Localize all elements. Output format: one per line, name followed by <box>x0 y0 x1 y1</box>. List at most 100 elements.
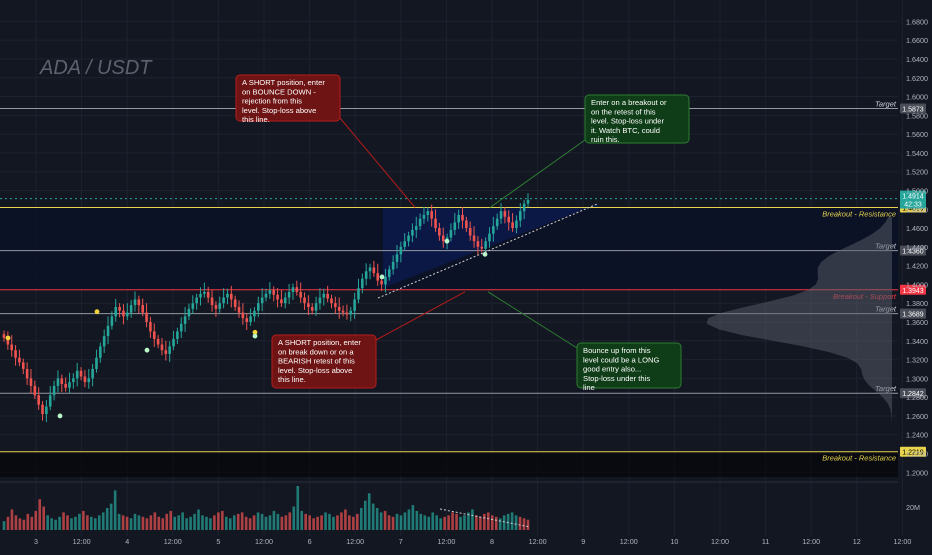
candle-body <box>515 220 518 229</box>
signal-dot-yellow <box>5 335 11 341</box>
candle-body <box>83 376 87 383</box>
volume-bar <box>205 516 208 530</box>
candle-body <box>503 211 507 217</box>
volume-bar <box>213 515 216 530</box>
note-text-short_bottom: A SHORT position, enter on break down or … <box>278 338 361 384</box>
note-pointer-short_bottom <box>375 291 466 341</box>
candle-body <box>56 378 60 386</box>
volume-bar <box>18 518 22 530</box>
volume-bar <box>201 515 204 530</box>
candle-body <box>334 303 337 307</box>
candle-body <box>75 370 79 379</box>
candle-body <box>60 378 64 384</box>
volume-bar <box>94 518 97 530</box>
candle-body <box>364 271 368 279</box>
candle-body <box>6 337 10 345</box>
candle-body <box>210 297 214 306</box>
level-price-tag-target-lower: 1.3689 <box>902 312 924 319</box>
candle-body <box>484 241 487 249</box>
note-box-short_bottom <box>271 334 377 389</box>
time-tick: 12:00 <box>73 537 91 546</box>
candle-body <box>41 404 44 415</box>
candle-body <box>384 276 387 285</box>
volume-bar <box>105 508 109 530</box>
price-tick: 1.6400 <box>906 55 928 64</box>
volume-bar <box>463 515 466 530</box>
volume-profile-shape <box>706 216 892 426</box>
candle-body <box>430 211 433 219</box>
volume-bar <box>379 512 383 530</box>
volume-bar <box>34 510 38 530</box>
volume-bar <box>288 512 292 530</box>
candle-body <box>10 344 14 351</box>
level-label-target-top: Target <box>875 99 897 108</box>
candle-body <box>480 246 484 249</box>
lower-dark-zone <box>0 451 898 477</box>
price-tick: 1.4000 <box>906 280 928 289</box>
candle-body <box>129 305 133 313</box>
volume-bar <box>336 515 339 530</box>
time-tick: 4 <box>125 537 129 546</box>
volume-profile <box>706 216 892 426</box>
candle-body <box>318 297 322 304</box>
volume-bar <box>359 508 363 530</box>
price-tick: 1.2600 <box>906 412 928 421</box>
time-tick: 12:00 <box>346 537 364 546</box>
volume-bar <box>304 513 307 530</box>
candle-body <box>395 254 399 262</box>
time-tick: 12:00 <box>620 537 638 546</box>
note-pointer-short_top <box>339 117 416 208</box>
volume-bar <box>97 515 101 530</box>
candle-body <box>295 287 299 292</box>
candle-body <box>125 312 129 317</box>
candle-body <box>218 303 222 309</box>
volume-bar <box>514 515 518 530</box>
candle-body <box>399 246 403 255</box>
candle-body <box>287 291 291 298</box>
candle-body <box>199 293 202 298</box>
candle-body <box>137 299 141 306</box>
time-tick: 7 <box>399 537 403 546</box>
volume-bar <box>221 510 224 530</box>
volume-bar <box>101 512 105 530</box>
volume-bar <box>268 515 272 530</box>
candle-body <box>195 297 198 304</box>
price-tick: 1.6600 <box>906 36 928 45</box>
candle-body <box>145 312 148 322</box>
price-tick: 1.4200 <box>906 262 928 271</box>
price-tick: 1.6800 <box>906 17 928 26</box>
volume-bar <box>161 518 165 530</box>
candle-body <box>468 228 472 236</box>
volume-bar <box>526 519 530 530</box>
volume-bar <box>292 506 296 530</box>
volume-bar <box>308 515 311 530</box>
volume-bar <box>332 516 335 530</box>
candle-body <box>326 293 329 299</box>
candle-body <box>179 323 183 332</box>
volume-bar <box>467 512 470 530</box>
volume-bar <box>284 515 288 530</box>
time-tick: 5 <box>216 537 220 546</box>
candle-body <box>372 267 376 274</box>
signal-dot-green <box>482 251 488 257</box>
volume-bar <box>272 510 276 530</box>
volume-bar <box>86 515 89 530</box>
candle-body <box>64 384 67 388</box>
volume-bar <box>70 518 73 530</box>
signal-dot-yellow <box>94 309 100 315</box>
volume-bar <box>506 513 510 530</box>
volume-bar <box>256 512 260 530</box>
candles <box>2 193 530 423</box>
volume-bar <box>26 513 30 530</box>
volume-bar <box>157 516 161 530</box>
price-tick: 1.5400 <box>906 149 928 158</box>
annotations: A SHORT position, enter on BOUNCE DOWN -r… <box>235 74 690 392</box>
volume-bar <box>193 513 196 530</box>
volume-bar <box>165 513 169 530</box>
candle-body <box>37 395 40 405</box>
candle-body <box>322 293 326 298</box>
candle-body <box>260 297 264 304</box>
candle-body <box>457 214 460 223</box>
